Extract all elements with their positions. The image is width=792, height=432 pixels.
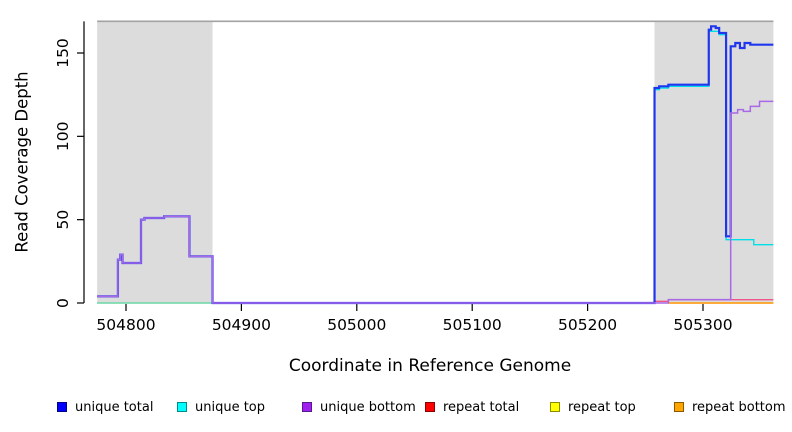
- x-axis-title: Coordinate in Reference Genome: [288, 356, 572, 376]
- repeat-bottom-swatch-icon: [674, 402, 684, 412]
- y-tick-label: 100: [54, 122, 72, 152]
- legend-label: repeat bottom: [692, 399, 786, 415]
- x-tick-label: 505200: [558, 316, 617, 334]
- legend-label: repeat top: [568, 399, 636, 415]
- y-axis-title: Read Coverage Depth: [12, 71, 32, 253]
- series-unique-bottom-line: [97, 100, 774, 304]
- unique-top-swatch-icon: [177, 402, 187, 412]
- x-tick-label: 505100: [443, 316, 502, 334]
- legend-label: unique bottom: [320, 399, 416, 415]
- legend-item-unique-total: unique total: [57, 396, 153, 418]
- legend-item-repeat-bottom: repeat bottom: [674, 396, 786, 418]
- legend-item-repeat-top: repeat top: [550, 396, 636, 418]
- unique-bottom-swatch-icon: [302, 402, 312, 412]
- x-tick-label: 504800: [96, 316, 155, 334]
- repeat-top-swatch-icon: [550, 402, 560, 412]
- shaded-region-right: [654, 21, 774, 303]
- legend-item-repeat-total: repeat total: [425, 396, 519, 418]
- unique-total-swatch-icon: [57, 402, 67, 412]
- legend-label: repeat total: [443, 399, 520, 415]
- x-tick-label: 504900: [212, 316, 271, 334]
- legend-item-unique-bottom: unique bottom: [302, 396, 416, 418]
- legend-item-unique-top: unique top: [177, 396, 265, 418]
- repeat-total-swatch-icon: [425, 402, 435, 412]
- y-tick-label: 50: [54, 210, 72, 230]
- shaded-region-left: [97, 21, 213, 303]
- x-tick-label: 505300: [673, 316, 732, 334]
- y-tick-label: 150: [54, 38, 72, 68]
- x-tick-label: 505000: [327, 316, 386, 334]
- legend-label: unique total: [75, 399, 154, 415]
- legend-label: unique top: [195, 399, 266, 415]
- y-tick-label: 0: [54, 298, 72, 308]
- legend: unique total unique top unique bottom re…: [0, 396, 792, 420]
